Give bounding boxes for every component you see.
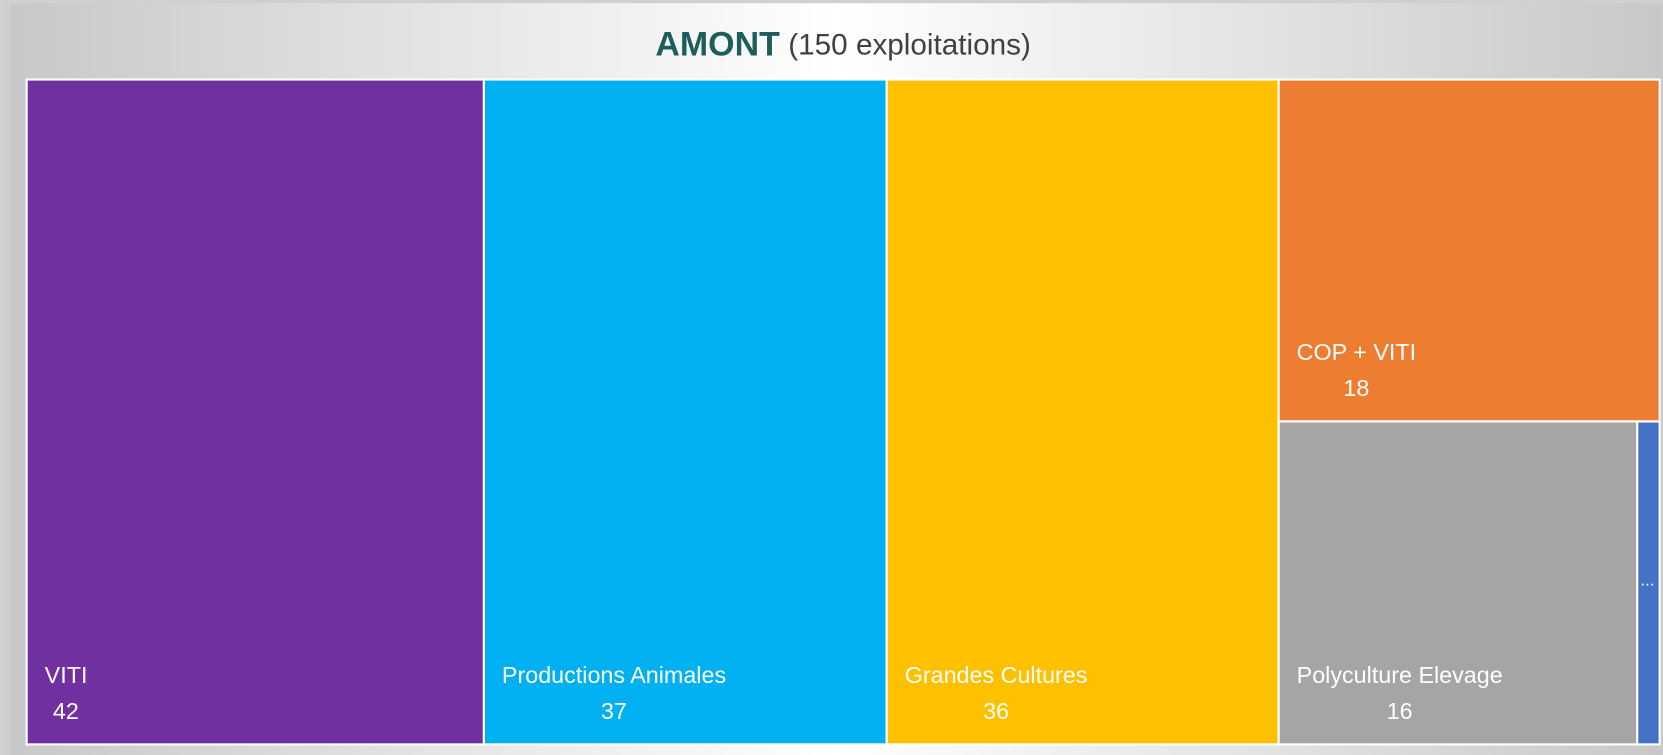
tile-value: 36 — [983, 698, 1009, 724]
treemap-tile — [1277, 420, 1639, 746]
tile-label: COP + VITI — [1297, 339, 1416, 365]
tile-label: ... — [1640, 570, 1654, 589]
treemap-tile — [1277, 78, 1661, 423]
tile-value: 16 — [1387, 698, 1413, 724]
treemap-tile — [482, 78, 888, 746]
chart-subtitle: (150 exploitations) — [788, 29, 1031, 62]
tile-label: Grandes Cultures — [905, 662, 1088, 688]
treemap-tile — [885, 78, 1280, 746]
tile-value: 37 — [601, 698, 627, 724]
title-group: AMONT (150 exploitations) — [655, 26, 1030, 64]
treemap-tile — [25, 78, 485, 746]
chart-title: AMONT — [655, 26, 780, 64]
tile-value: 18 — [1343, 375, 1369, 401]
treemap-tile — [1636, 420, 1661, 746]
tile-label: VITI — [45, 662, 88, 688]
tile-value: 42 — [53, 698, 79, 724]
tile-label: Polyculture Elevage — [1297, 662, 1503, 688]
tile-label: Productions Animales — [502, 662, 726, 688]
